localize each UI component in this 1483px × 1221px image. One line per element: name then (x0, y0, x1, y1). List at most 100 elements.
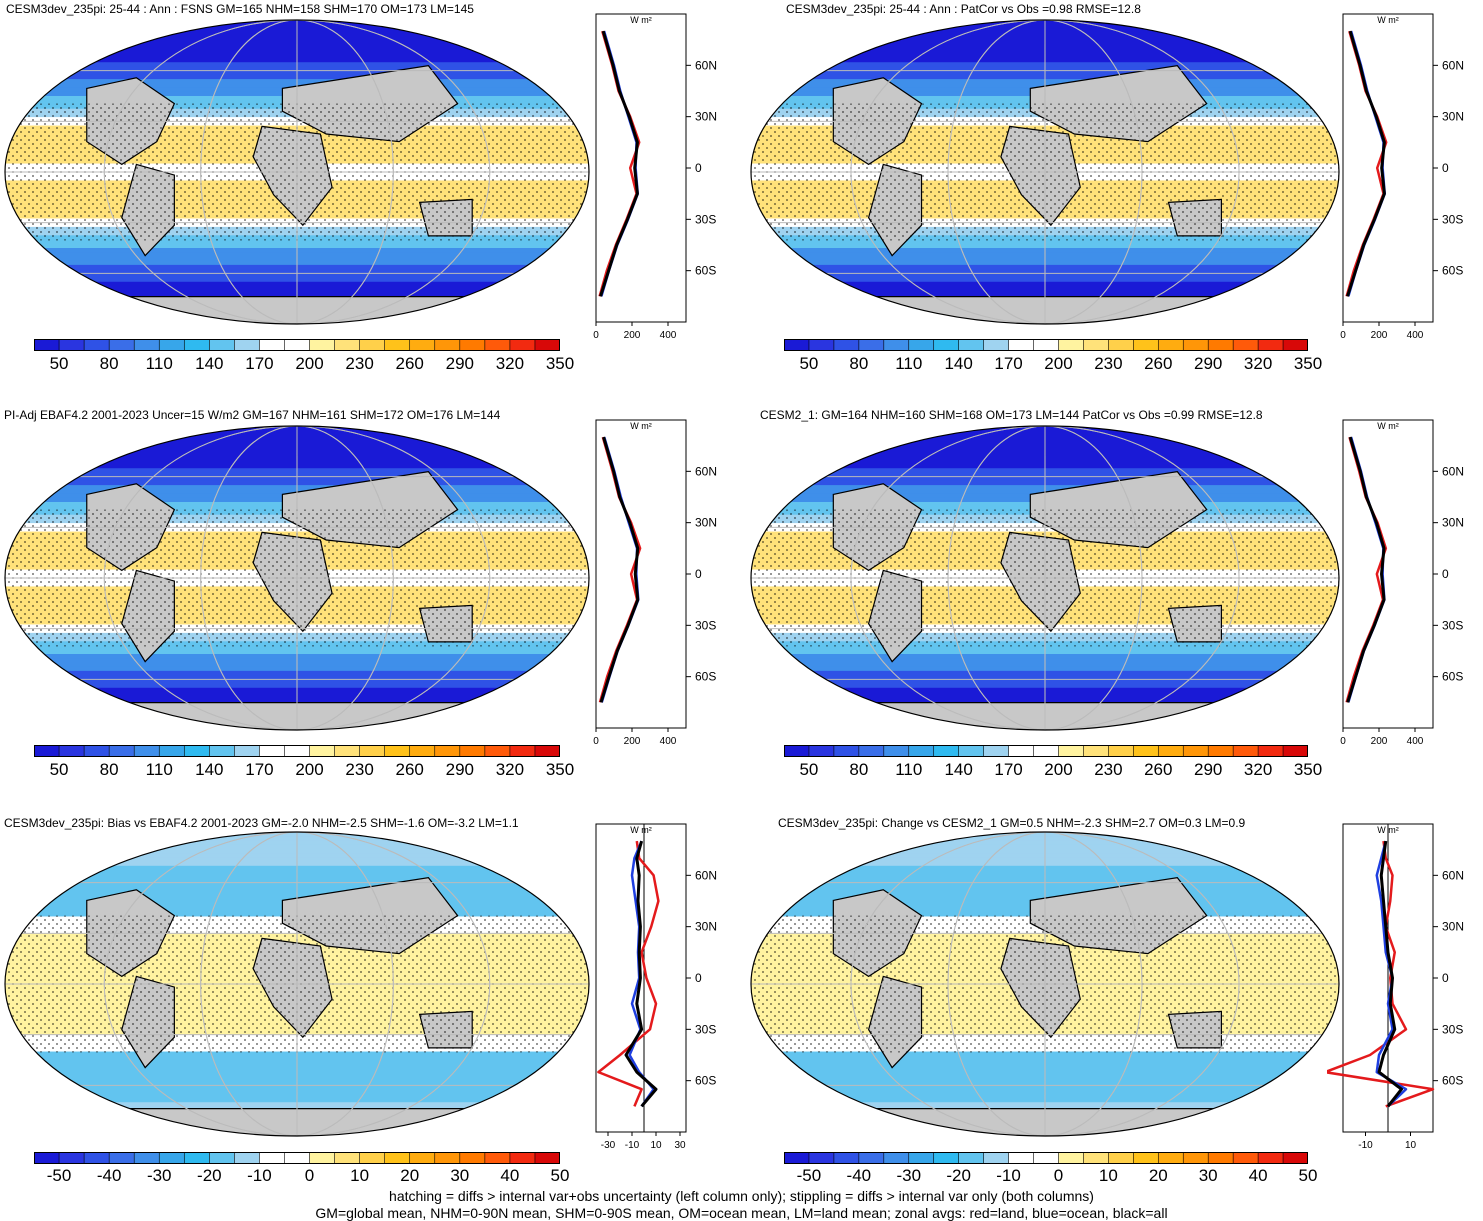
colorbar-tick-label: 110 (145, 760, 173, 779)
colorbar-swatch (858, 1152, 885, 1164)
graticule-lon (947, 426, 1143, 730)
lat-tick-label: 30N (1442, 920, 1464, 934)
colorbar-swatch (108, 339, 135, 351)
colorbar-swatch (58, 1152, 85, 1164)
profile-unit: W m² (1377, 15, 1399, 25)
lat-tick-label: 60N (695, 464, 717, 478)
zonal-all-line (624, 840, 658, 1108)
colorbar-swatch (933, 745, 960, 757)
x-tick-label: 30 (674, 1140, 686, 1151)
colorbar-tick-label: -20 (197, 1166, 222, 1185)
colorbar-swatch (183, 745, 211, 757)
colorbar-tick-label: 230 (345, 354, 374, 373)
colorbar-swatch (259, 1152, 286, 1164)
colorbar-swatch (1257, 745, 1284, 757)
colorbar-swatch (1008, 745, 1035, 757)
colorbar-swatch (908, 1152, 935, 1164)
colorbar-swatch (1257, 1152, 1284, 1164)
colorbar-swatch (1232, 1152, 1259, 1164)
colorbar-tick-label: 200 (1044, 354, 1073, 373)
colorbar-swatch (83, 745, 110, 757)
colorbar-swatch (133, 1152, 161, 1164)
lat-tick-label: 60N (695, 58, 717, 72)
colorbar-swatch (108, 1152, 135, 1164)
colorbar-swatch (1207, 339, 1234, 351)
colorbar-tick-label: -30 (896, 1166, 922, 1185)
lat-tick-label: 60S (1442, 1074, 1463, 1088)
colorbar-swatch (534, 339, 560, 351)
colorbar-swatch (1008, 339, 1035, 351)
colorbar-swatch (1182, 339, 1209, 351)
panel-title-1: CESM3dev_235pi: 25-44 : Ann : FSNS GM=16… (6, 2, 474, 16)
colorbar-swatch (334, 745, 361, 757)
profile-unit: W m² (630, 825, 652, 835)
colorbar-tick-label: 110 (895, 354, 923, 373)
x-tick-label: 10 (650, 1140, 662, 1151)
colorbar-tick-label: 140 (944, 354, 973, 373)
colorbar-tick-label: 30 (450, 1166, 470, 1185)
colorbar-labels-4: 50 80 110 140 170 200 230 260 290 320 350 (784, 760, 1322, 782)
colorbar-tick-label: 140 (944, 760, 973, 779)
lat-tick-label: 0 (695, 161, 702, 175)
colorbar-swatch (534, 745, 560, 757)
x-tick-label: 10 (1405, 1140, 1417, 1151)
profile-unit: W m² (1377, 421, 1399, 431)
colorbar-swatch (234, 745, 261, 757)
map-panel-6 (750, 831, 1340, 1137)
x-tick-label: 200 (1371, 330, 1388, 341)
colorbar-swatch (359, 339, 386, 351)
colorbar-swatch (509, 339, 536, 351)
colorbar-swatch (908, 745, 935, 757)
colorbar-tick-label: 10 (1098, 1166, 1118, 1185)
colorbar-labels-1: 50 80 110 140 170 200 230 260 290 320 350 (34, 354, 575, 376)
colorbar-tick-label: 260 (1144, 354, 1173, 373)
colorbar-swatch (784, 745, 810, 757)
colorbar-tick-label: 50 (49, 760, 69, 779)
colorbar-swatch (34, 339, 60, 351)
colorbar-tick-label: 50 (550, 1166, 570, 1185)
lat-tick-label: 0 (1442, 161, 1449, 175)
zonal-land-line (1327, 840, 1435, 1108)
colorbar-swatch (158, 1152, 186, 1164)
colorbar-1 (34, 339, 560, 351)
lat-tick-label: 30N (695, 516, 717, 530)
colorbar-swatch (1182, 1152, 1209, 1164)
zonal-profile-2: W m² 60N 30N 0 30S 60S 0 200 400 (1340, 13, 1464, 341)
colorbar-frame (784, 745, 1308, 757)
colorbar-swatch (1157, 339, 1185, 351)
colorbar-2 (784, 339, 1308, 351)
lat-tick-label: 0 (695, 971, 702, 985)
colorbar-swatch (309, 1152, 336, 1164)
x-tick-label: 200 (1371, 736, 1388, 747)
colorbar-tick-label: 30 (1198, 1166, 1218, 1185)
colorbar-tick-label: 0 (304, 1166, 315, 1185)
colorbar-swatch (1282, 1152, 1308, 1164)
colorbar-tick-label: 350 (545, 760, 575, 779)
colorbar-swatch (933, 339, 960, 351)
colorbar-swatch (983, 1152, 1010, 1164)
colorbar-swatch (359, 1152, 386, 1164)
colorbar-swatch (1207, 745, 1234, 757)
colorbar-swatch (1257, 339, 1284, 351)
colorbar-swatch (83, 339, 110, 351)
colorbar-frame (34, 1152, 560, 1164)
colorbar-tick-label: 50 (49, 354, 69, 373)
colorbar-swatch (1182, 745, 1209, 757)
lat-tick-label: 60S (1442, 264, 1463, 278)
colorbar-tick-label: 290 (445, 354, 474, 373)
x-tick-label: 0 (1340, 736, 1346, 747)
colorbar-tick-label: 260 (395, 354, 424, 373)
panel-title-5: CESM3dev_235pi: Bias vs EBAF4.2 2001-202… (4, 816, 519, 830)
lat-tick-label: 30S (1442, 1022, 1463, 1036)
colorbar-swatch (1133, 1152, 1160, 1164)
lat-tick-label: 0 (1442, 971, 1449, 985)
graticule-lon (947, 20, 1143, 324)
colorbar-swatch (1232, 745, 1259, 757)
colorbar-swatch (209, 1152, 236, 1164)
zonal-all-line (1346, 436, 1386, 703)
colorbar-tick-label: -50 (796, 1166, 822, 1185)
graticule-lon (103, 832, 491, 1136)
colorbar-swatch (409, 1152, 436, 1164)
colorbar-tick-label: 290 (1194, 354, 1223, 373)
colorbar-swatch (409, 339, 436, 351)
